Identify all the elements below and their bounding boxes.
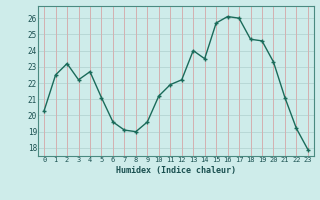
X-axis label: Humidex (Indice chaleur): Humidex (Indice chaleur) — [116, 166, 236, 175]
